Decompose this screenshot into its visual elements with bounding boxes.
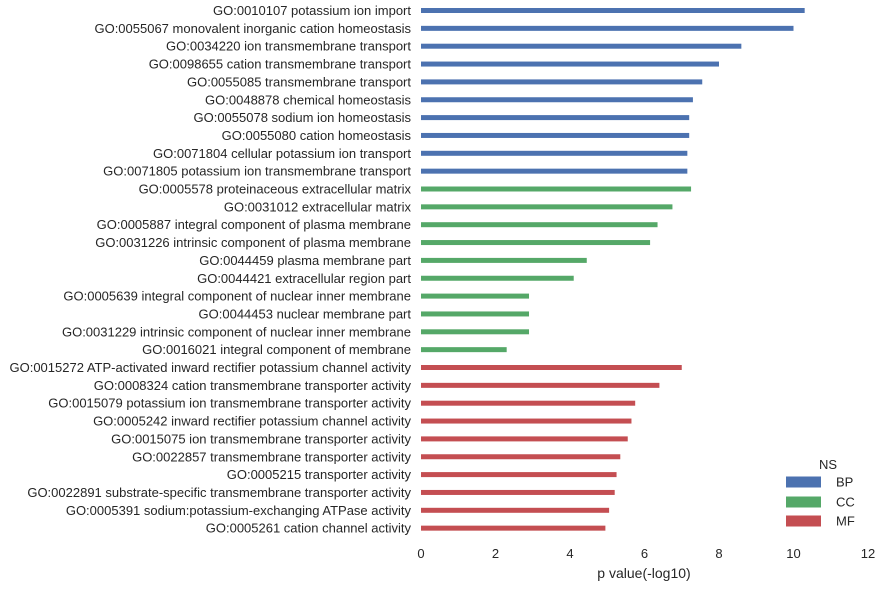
bar-bp xyxy=(421,115,690,121)
x-tick-label: 8 xyxy=(715,546,722,561)
bar-bp xyxy=(421,168,688,174)
category-label: GO:0005242 inward rectifier potassium ch… xyxy=(93,414,411,429)
bar-cc xyxy=(421,293,530,299)
bar-mf xyxy=(421,400,636,406)
x-tick-label: 4 xyxy=(566,546,573,561)
category-label: GO:0031012 extracellular matrix xyxy=(224,199,412,214)
bar-bp xyxy=(421,61,719,67)
x-tick-label: 0 xyxy=(417,546,424,561)
x-axis-label: p value(-log10) xyxy=(597,565,690,581)
bar-mf xyxy=(421,382,660,388)
category-label: GO:0010107 potassium ion import xyxy=(213,3,411,18)
category-label: GO:0055085 transmembrane transport xyxy=(187,74,411,89)
category-label: GO:0005887 integral component of plasma … xyxy=(97,217,411,232)
category-label: GO:0005391 sodium:potassium-exchanging A… xyxy=(66,503,412,518)
category-label: GO:0055080 cation homeostasis xyxy=(222,128,412,143)
bar-cc xyxy=(421,240,651,246)
legend-swatch-bp xyxy=(786,476,821,488)
legend-swatch-mf xyxy=(786,515,821,527)
legend-label-cc: CC xyxy=(836,495,855,510)
bar-bp xyxy=(421,132,690,138)
bar-cc xyxy=(421,275,574,281)
x-tick-label: 2 xyxy=(492,546,499,561)
bar-cc xyxy=(421,347,507,353)
legend: NS BP CC MF xyxy=(786,457,855,529)
x-axis-ticks: 0 2 4 6 8 10 12 xyxy=(417,546,875,561)
bar-bp xyxy=(421,150,688,156)
bar-mf xyxy=(421,418,632,424)
bar-cc xyxy=(421,257,587,263)
category-label: GO:0008324 cation transmembrane transpor… xyxy=(94,378,412,393)
category-label: GO:0022857 transmembrane transporter act… xyxy=(132,449,411,464)
category-labels: GO:0010107 potassium ion import GO:005506… xyxy=(9,3,411,536)
category-label: GO:0005578 proteinaceous extracellular m… xyxy=(139,182,412,197)
category-label: GO:0098655 cation transmembrane transpor… xyxy=(149,57,412,72)
category-label: GO:0022891 substrate-specific transmembr… xyxy=(27,485,411,500)
category-label: GO:0005639 integral component of nuclear… xyxy=(63,289,411,304)
category-label: GO:0031226 intrinsic component of plasma… xyxy=(95,235,411,250)
bar-mf xyxy=(421,489,615,495)
category-label: GO:0015075 ion transmembrane transporter… xyxy=(111,431,411,446)
category-label: GO:0005261 cation channel activity xyxy=(206,521,412,536)
legend-label-mf: MF xyxy=(836,514,855,529)
x-tick-label: 10 xyxy=(786,546,800,561)
bars-layer xyxy=(421,8,805,531)
legend-title: NS xyxy=(819,457,837,472)
legend-label-bp: BP xyxy=(836,475,853,490)
bar-bp xyxy=(421,43,742,49)
category-label: GO:0034220 ion transmembrane transport xyxy=(166,39,411,54)
category-label: GO:0044459 plasma membrane part xyxy=(199,253,411,268)
bar-cc xyxy=(421,222,658,228)
x-tick-label: 6 xyxy=(641,546,648,561)
bar-cc xyxy=(421,186,692,192)
category-label: GO:0016021 integral component of membran… xyxy=(142,342,411,357)
bar-bp xyxy=(421,8,805,13)
bar-bp xyxy=(421,97,693,103)
bar-cc xyxy=(421,311,530,317)
category-label: GO:0015079 potassium ion transmembrane t… xyxy=(48,396,411,411)
bar-mf xyxy=(421,507,610,513)
category-label: GO:0044421 extracellular region part xyxy=(197,271,411,286)
bar-cc xyxy=(421,329,530,335)
category-label: GO:0071805 potassium ion transmembrane t… xyxy=(103,164,411,179)
bar-mf xyxy=(421,525,606,531)
category-label: GO:0031229 intrinsic component of nuclea… xyxy=(62,324,411,339)
category-label: GO:0005215 transporter activity xyxy=(227,467,412,482)
x-tick-label: 12 xyxy=(861,546,875,561)
bar-bp xyxy=(421,25,794,31)
bar-bp xyxy=(421,79,703,85)
category-label: GO:0048878 chemical homeostasis xyxy=(205,92,411,107)
category-label: GO:0015272 ATP-activated inward rectifie… xyxy=(9,360,411,375)
category-label: GO:0055067 monovalent inorganic cation h… xyxy=(94,21,411,36)
bar-mf xyxy=(421,472,617,478)
category-label: GO:0071804 cellular potassium ion transp… xyxy=(153,146,411,161)
bar-mf xyxy=(421,454,621,460)
bar-cc xyxy=(421,204,673,210)
legend-swatch-cc xyxy=(786,496,821,508)
category-label: GO:0055078 sodium ion homeostasis xyxy=(193,110,411,125)
category-label: GO:0044453 nuclear membrane part xyxy=(199,306,412,321)
bar-mf xyxy=(421,436,628,442)
bar-mf xyxy=(421,365,682,370)
